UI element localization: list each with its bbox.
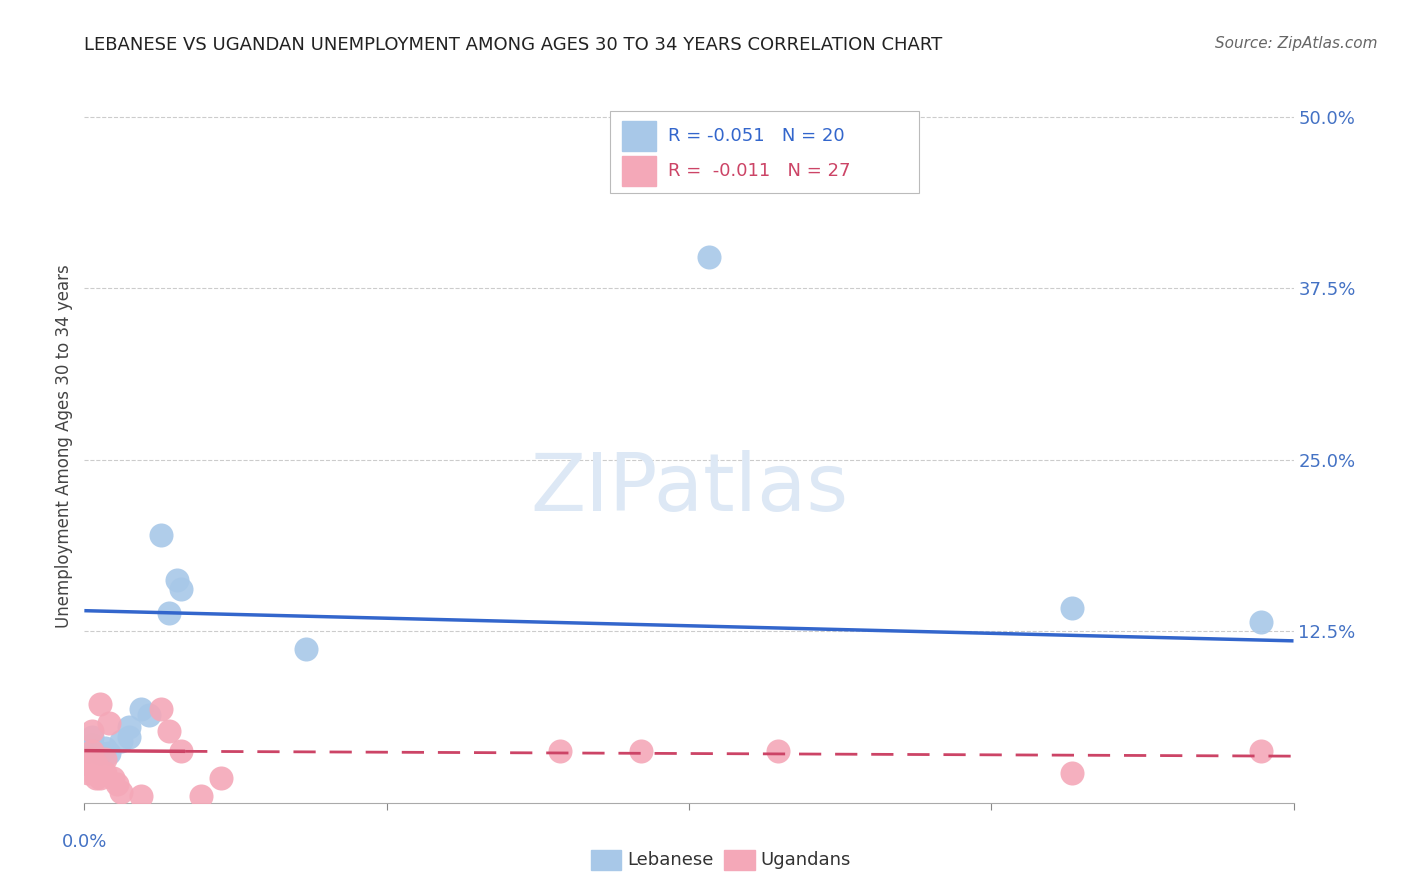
Point [149,528,172,542]
Text: LEBANESE VS UGANDAN UNEMPLOYMENT AMONG AGES 30 TO 34 YEARS CORRELATION CHART: LEBANESE VS UGANDAN UNEMPLOYMENT AMONG A… [84,36,942,54]
Point [105,776,128,790]
Point [86,771,108,785]
Point [1250,615,1272,629]
Point [77,757,100,772]
Text: Source: ZipAtlas.com: Source: ZipAtlas.com [1215,36,1378,51]
Point [77,765,100,780]
Point [129,702,152,716]
Point [170,582,193,596]
Point [630,744,652,758]
Text: 0.0%: 0.0% [62,833,107,851]
Point [93,752,115,766]
Point [82,752,104,766]
Point [1060,601,1083,615]
Point [93,765,115,780]
Point [97,716,120,731]
Point [118,730,141,744]
Point [697,250,720,264]
Point [110,734,132,748]
Point [209,771,232,785]
Point [149,702,172,716]
Point [157,607,180,621]
Point [82,724,104,739]
Point [89,697,111,711]
Point [166,574,188,588]
Text: ZIPatlas: ZIPatlas [530,450,848,528]
Point [82,744,104,758]
Point [129,789,152,803]
Point [1060,765,1083,780]
Point [766,744,789,758]
Text: R = -0.051   N = 20: R = -0.051 N = 20 [668,128,845,145]
Text: R =  -0.011   N = 27: R = -0.011 N = 27 [668,161,851,179]
Point [82,730,104,744]
Point [93,740,115,755]
Point [97,747,120,761]
Point [101,771,124,785]
Point [77,744,100,758]
FancyBboxPatch shape [623,121,657,152]
Point [295,642,318,657]
Point [89,771,111,785]
Point [86,757,108,772]
Y-axis label: Unemployment Among Ages 30 to 34 years: Unemployment Among Ages 30 to 34 years [55,264,73,628]
Point [89,747,111,761]
Point [190,789,212,803]
Point [157,724,180,739]
FancyBboxPatch shape [610,111,918,193]
Point [82,738,104,752]
Point [86,765,108,780]
Point [548,744,571,758]
Point [170,744,193,758]
FancyBboxPatch shape [623,155,657,186]
Text: Ugandans: Ugandans [761,851,851,869]
Text: Lebanese: Lebanese [627,851,713,869]
Point [138,708,160,723]
Point [1250,744,1272,758]
Point [118,720,141,734]
Point [110,785,132,799]
Point [86,744,108,758]
